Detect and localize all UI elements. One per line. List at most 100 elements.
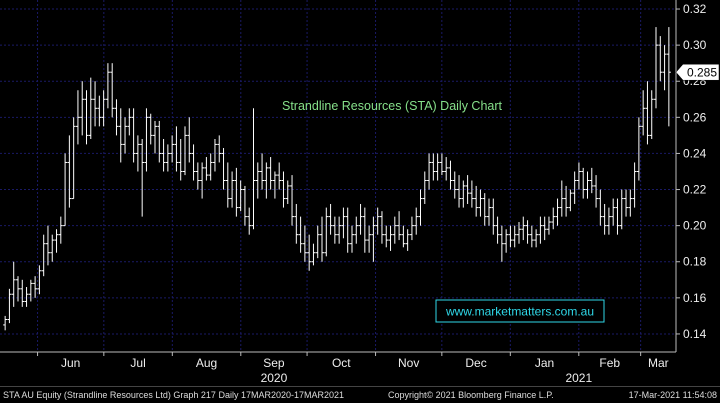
ohlc-bar bbox=[67, 135, 72, 208]
ohlc-bar bbox=[28, 279, 33, 302]
ohlc-bar bbox=[33, 276, 38, 298]
ohlc-bar bbox=[58, 216, 63, 244]
x-tick-label: Dec bbox=[465, 356, 486, 370]
ohlc-bar bbox=[452, 171, 457, 199]
ohlc-bar bbox=[611, 198, 616, 226]
ohlc-bar bbox=[405, 229, 410, 251]
ohlc-bar bbox=[487, 198, 492, 226]
ohlc-bar bbox=[615, 198, 620, 235]
x-tick-label: Nov bbox=[398, 356, 419, 370]
ohlc-bar bbox=[24, 287, 29, 307]
ohlc-bar bbox=[260, 153, 265, 190]
ohlc-bar bbox=[482, 193, 487, 226]
ohlc-bar bbox=[384, 225, 389, 248]
ohlc-bar bbox=[345, 207, 350, 253]
x-year-label: 2020 bbox=[261, 371, 288, 385]
ohlc-bar bbox=[658, 36, 663, 82]
footer-security-info: STA AU Equity (Strandline Resources Ltd)… bbox=[3, 390, 345, 400]
x-tick-label: Oct bbox=[332, 356, 351, 370]
ohlc-bar bbox=[555, 198, 560, 226]
ohlc-bar bbox=[504, 229, 509, 253]
chart-background bbox=[0, 0, 720, 386]
ohlc-bar bbox=[20, 279, 25, 307]
ohlc-bar bbox=[375, 207, 380, 235]
ohlc-bar bbox=[217, 135, 222, 163]
ohlc-bar bbox=[114, 99, 119, 136]
ohlc-bar bbox=[495, 216, 500, 244]
ohlc-bar bbox=[80, 81, 85, 136]
ohlc-bar bbox=[182, 126, 187, 176]
ohlc-bar bbox=[534, 229, 539, 248]
ohlc-bar bbox=[516, 222, 521, 244]
ohlc-bar bbox=[298, 216, 303, 253]
ohlc-bar bbox=[341, 207, 346, 239]
ohlc-bar bbox=[581, 167, 586, 199]
ohlc-bar bbox=[148, 113, 153, 145]
ohlc-bar bbox=[589, 167, 594, 194]
ohlc-bar bbox=[418, 189, 423, 226]
ohlc-bar bbox=[247, 207, 252, 235]
ohlc-bar bbox=[461, 180, 466, 208]
ohlc-bar bbox=[3, 315, 8, 331]
ohlc-bar bbox=[234, 167, 239, 217]
ohlc-bar bbox=[281, 171, 286, 208]
y-axis: 0.140.160.180.200.220.240.260.280.300.32 bbox=[675, 0, 707, 352]
ohlc-bar bbox=[264, 162, 269, 199]
x-tick-label: Aug bbox=[196, 356, 217, 370]
watermark-text: www.marketmatters.com.au bbox=[445, 305, 594, 319]
ohlc-bar bbox=[422, 171, 427, 204]
ohlc-bar bbox=[272, 171, 277, 199]
ohlc-bar bbox=[230, 171, 235, 208]
ohlc-bar bbox=[71, 117, 76, 200]
ohlc-bar bbox=[666, 27, 671, 127]
ohlc-bar bbox=[161, 138, 166, 172]
ohlc-bar bbox=[144, 108, 149, 172]
ohlc-bar bbox=[474, 185, 479, 217]
ohlc-bar bbox=[221, 148, 226, 190]
ohlc-bar bbox=[645, 81, 650, 145]
y-tick-label: 0.26 bbox=[683, 110, 707, 124]
ohlc-bar bbox=[409, 216, 414, 241]
y-tick-label: 0.18 bbox=[683, 255, 707, 269]
ohlc-bar bbox=[469, 180, 474, 208]
ohlc-bar bbox=[641, 90, 646, 136]
ohlc-bar bbox=[45, 225, 50, 266]
ohlc-bar bbox=[491, 198, 496, 235]
ohlc-bar bbox=[619, 189, 624, 230]
x-tick-label: Jul bbox=[130, 356, 145, 370]
last-price-tag bbox=[675, 63, 720, 81]
ohlc-bar bbox=[84, 90, 89, 145]
ohlc-bar bbox=[624, 189, 629, 217]
ohlc-bar bbox=[431, 153, 436, 181]
ohlc-bar bbox=[41, 234, 46, 277]
y-tick-label: 0.20 bbox=[683, 219, 707, 233]
y-tick-label: 0.16 bbox=[683, 291, 707, 305]
ohlc-bar bbox=[354, 216, 359, 244]
ohlc-bar bbox=[268, 157, 273, 190]
ohlc-bar bbox=[397, 211, 402, 241]
ohlc-bar bbox=[238, 180, 243, 212]
ohlc-bar bbox=[457, 175, 462, 208]
ohlc-bar bbox=[525, 220, 530, 244]
ohlc-bar bbox=[551, 207, 556, 230]
ohlc-bar bbox=[225, 162, 230, 208]
ohlc-bar bbox=[242, 185, 247, 226]
ohlc-bar bbox=[465, 175, 470, 204]
ohlc-bar bbox=[448, 160, 453, 190]
ohlc-bar bbox=[101, 90, 106, 127]
x-tick-label: Sep bbox=[263, 356, 285, 370]
ohlc-bar bbox=[37, 265, 42, 295]
ohlc-bar bbox=[521, 216, 526, 241]
ohlc-bar bbox=[157, 120, 162, 163]
ohlc-bar bbox=[542, 216, 547, 241]
ohlc-bar bbox=[598, 189, 603, 226]
ohlc-bar bbox=[499, 225, 504, 262]
ohlc-bar bbox=[435, 153, 440, 181]
ohlc-bar bbox=[585, 171, 590, 199]
ohlc-bar bbox=[178, 138, 183, 181]
ohlc-bar bbox=[7, 288, 12, 324]
ohlc-bar bbox=[174, 126, 179, 172]
ohlc-bar bbox=[572, 171, 577, 204]
ohlc-bar bbox=[337, 216, 342, 244]
y-tick-label: 0.14 bbox=[683, 327, 707, 341]
